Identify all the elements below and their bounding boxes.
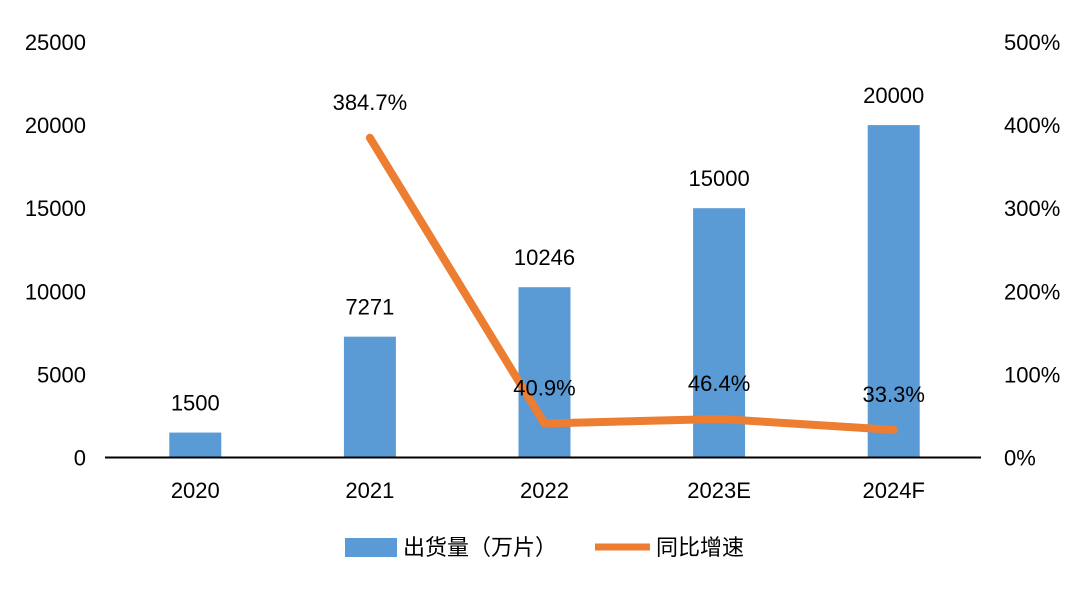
x-axis-label-2020: 2020 bbox=[171, 478, 220, 503]
growth-line bbox=[365, 133, 898, 434]
right-axis-tick: 500% bbox=[1004, 30, 1060, 55]
line-value-label: 33.3% bbox=[863, 382, 925, 407]
left-axis-tick: 20000 bbox=[25, 113, 86, 138]
bar-value-label: 7271 bbox=[345, 295, 394, 320]
x-axis-label-2023E: 2023E bbox=[687, 478, 751, 503]
left-axis-tick: 15000 bbox=[25, 196, 86, 221]
bar-2022 bbox=[518, 287, 571, 458]
x-axis-label-2024F: 2024F bbox=[863, 478, 925, 503]
right-axis-tick: 300% bbox=[1004, 196, 1060, 221]
right-axis-tick: 400% bbox=[1004, 113, 1060, 138]
legend-bar-swatch bbox=[345, 538, 397, 557]
line-value-label: 40.9% bbox=[513, 376, 575, 401]
line-value-label: 46.4% bbox=[688, 371, 750, 396]
bar-2024F bbox=[867, 125, 920, 458]
right-axis-tick: 100% bbox=[1004, 362, 1060, 387]
bar-value-label: 20000 bbox=[863, 83, 924, 108]
legend-bar-label: 出货量（万片） bbox=[403, 535, 557, 560]
x-axis-label-2022: 2022 bbox=[520, 478, 569, 503]
left-axis-tick: 10000 bbox=[25, 279, 86, 304]
left-axis-tick: 25000 bbox=[25, 30, 86, 55]
legend-line-label: 同比增速 bbox=[656, 535, 744, 560]
right-axis-tick: 200% bbox=[1004, 279, 1060, 304]
bar-value-label: 15000 bbox=[689, 166, 750, 191]
bar-2021 bbox=[343, 336, 396, 458]
legend: 出货量（万片） 同比增速 bbox=[345, 535, 744, 560]
bar-value-label: 1500 bbox=[171, 391, 220, 416]
left-axis-tick: 0 bbox=[74, 446, 86, 471]
bar-value-label: 10246 bbox=[514, 245, 575, 270]
bar-2020 bbox=[169, 432, 222, 458]
left-axis-tick: 5000 bbox=[37, 362, 86, 387]
line-value-label: 384.7% bbox=[333, 90, 408, 115]
x-axis-label-2021: 2021 bbox=[345, 478, 394, 503]
right-axis-tick: 0% bbox=[1004, 446, 1036, 471]
